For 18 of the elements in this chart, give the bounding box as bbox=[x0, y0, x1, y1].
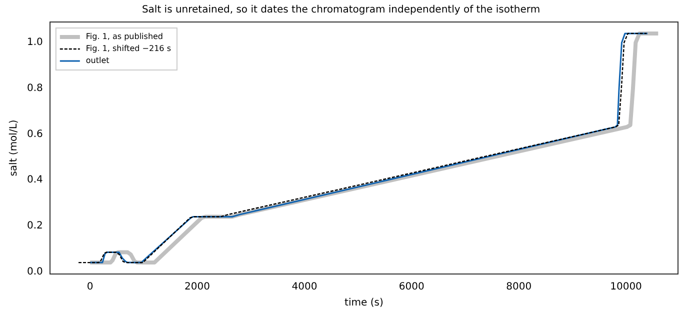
y-tick-label: 1.0 bbox=[26, 37, 43, 48]
x-axis-title: time (s) bbox=[344, 298, 384, 309]
x-tick-label: 6000 bbox=[398, 282, 424, 293]
y-tick-label: 0.0 bbox=[26, 266, 43, 278]
legend-label: Fig. 1, shifted −216 s bbox=[86, 44, 171, 54]
y-tick-label: 0.8 bbox=[26, 83, 43, 94]
chart-title: Salt is unretained, so it dates the chromatogram independently of the isotherm bbox=[142, 4, 540, 16]
x-tick-label: 4000 bbox=[292, 282, 318, 293]
x-tick-label: 2000 bbox=[184, 282, 210, 293]
y-axis-title: salt (mol/L) bbox=[8, 120, 20, 176]
y-tick-label: 0.6 bbox=[26, 128, 43, 140]
y-tick-label: 0.4 bbox=[26, 174, 43, 186]
x-tick-label: 0 bbox=[86, 282, 94, 293]
legend-label: outlet bbox=[86, 56, 110, 66]
x-tick-label: 10000 bbox=[610, 282, 642, 293]
legend-label: Fig. 1, as published bbox=[86, 32, 164, 42]
x-tick-label: 8000 bbox=[506, 282, 532, 293]
y-tick-label: 0.2 bbox=[26, 220, 43, 232]
